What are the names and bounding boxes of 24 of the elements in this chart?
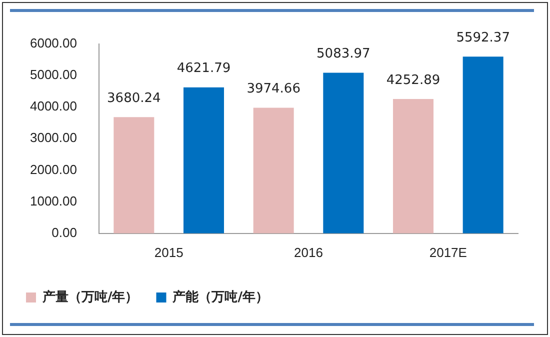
x-tick-label: 2016 [294,244,323,260]
data-label: 4252.89 [386,72,440,88]
bar [392,99,434,234]
data-label: 3974.66 [246,82,300,97]
data-label: 5592.37 [456,30,510,46]
bar [323,72,364,234]
data-label: 4621.79 [176,61,231,76]
bar [253,108,294,234]
y-tick-label: 1000.00 [30,193,77,208]
y-tick-label: 2000.00 [30,162,77,177]
x-tick-label: 2017E [429,244,468,260]
data-label: 5083.97 [316,46,370,62]
x-tick-label: 2015 [154,244,184,260]
y-tick-label: 3000.00 [30,130,77,146]
y-tick-label: 5000.00 [30,66,77,82]
y-tick-label: 0.00 [52,224,77,240]
legend-label: 产能（万吨/年） [172,288,268,305]
bar [114,117,154,234]
y-tick-label: 4000.00 [30,98,77,114]
data-label: 3680.24 [107,90,161,106]
legend-label: 产量（万吨/年） [42,288,138,305]
bar [462,56,504,234]
bar [183,87,224,234]
y-tick-label: 6000.00 [30,35,77,50]
